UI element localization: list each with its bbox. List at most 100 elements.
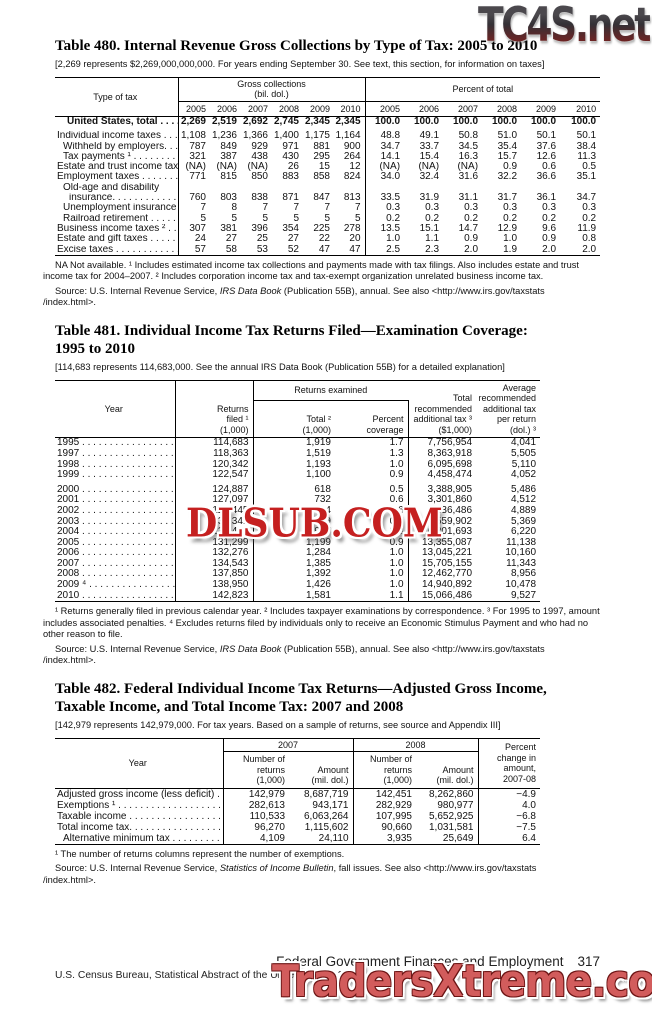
- cell-value: (NA): [185, 162, 206, 173]
- cell-value: 1.0: [335, 569, 409, 581]
- cell-value: 744: [314, 505, 331, 516]
- source-text: , fall issues. See also <http://www.irs.…: [43, 863, 537, 885]
- cell-value: 2.0: [542, 244, 557, 255]
- year-header: 2009: [536, 103, 557, 114]
- row-label: Railroad retirement: [55, 213, 179, 224]
- row-label: Estate and gift taxes: [55, 234, 179, 245]
- cell-value: 0.6: [335, 505, 409, 517]
- cell-value: (NA): [247, 162, 268, 173]
- cell-value: 33.7: [419, 141, 440, 152]
- cell-value: 787: [189, 141, 206, 152]
- cell-value: 1.3: [335, 448, 409, 460]
- row-label: Employment taxes: [55, 172, 179, 183]
- cell-value: 0.7: [335, 516, 409, 528]
- cell-value: 929: [251, 141, 268, 152]
- cell-value: 7: [334, 203, 366, 214]
- column-header-year: Year: [55, 380, 176, 438]
- cell-value: [241, 183, 272, 193]
- table-row: Unemployment insurance7877770.30.30.30.3…: [55, 203, 600, 214]
- cell-value: 12: [334, 162, 366, 173]
- table-481: Year Returns filed ¹ (1,000) Returns exa…: [55, 379, 541, 603]
- year-header: 2010: [334, 101, 366, 117]
- table-row: 1999122,547 1,100 0.9 4,458,474 4,052: [55, 470, 540, 481]
- row-label: 2006: [55, 548, 176, 559]
- cell-value: 13.5: [380, 223, 401, 234]
- cell-value: 34.7: [576, 193, 597, 204]
- row-label: Total income tax.: [55, 821, 224, 833]
- cell-value: 35.4: [497, 141, 518, 152]
- cell-value: 3,301,860: [427, 495, 473, 506]
- row-label: 2000: [55, 484, 176, 496]
- cell-value: 100.0: [492, 116, 518, 127]
- cell-value: 1,392: [305, 569, 331, 580]
- table-row: Adjusted gross income (less deficit) 142,…: [55, 788, 540, 800]
- cell-value: 11,343: [506, 558, 537, 569]
- source-text: (Publication 55B), annual. See also <htt…: [43, 285, 545, 308]
- cell-value: 0.6: [335, 495, 409, 506]
- cell-value: 13,045,221: [421, 548, 473, 559]
- cell-value: 732: [314, 495, 331, 506]
- source-publication: Statistics of Income Bulletin: [219, 863, 334, 874]
- column-header-examined-total: Total ² (1,000): [302, 414, 331, 435]
- cell-value: 1,115,602: [289, 821, 354, 833]
- cell-value: 2,692: [242, 116, 268, 127]
- cell-value: 1.0: [386, 234, 401, 245]
- cell-value: 0.9: [335, 537, 409, 549]
- row-label: 2001: [55, 495, 176, 506]
- cell-value: 8,262,860: [416, 788, 479, 800]
- row-label: [55, 480, 176, 485]
- cell-value: 31.6: [458, 172, 479, 183]
- column-header-amount-2008: Amount (mil. dol.): [416, 751, 479, 789]
- cell-value: 137,850: [175, 569, 254, 581]
- cell-value: 1,366: [242, 131, 268, 142]
- column-header-year: Year: [55, 738, 224, 789]
- source-publication: IRS Data Book: [219, 643, 282, 654]
- cell-value: 9,527: [510, 590, 537, 601]
- cell-value: 943,171: [289, 799, 354, 811]
- cell-value: 850: [251, 172, 268, 183]
- cell-value: 618: [314, 484, 331, 495]
- cell-value: 0.9: [335, 470, 409, 481]
- row-label: Exemptions ¹: [55, 799, 224, 811]
- page-footer: Federal Government Finances and Employme…: [43, 954, 600, 969]
- cell-value: 11.3: [577, 151, 597, 162]
- table-row: Exemptions ¹ 282,613 943,171 282,929 980,977…: [55, 799, 540, 811]
- cell-value: [334, 127, 366, 132]
- cell-value: 900: [334, 141, 366, 152]
- column-header-number-of-returns-2007: Number of returns (1,000): [242, 754, 285, 786]
- cell-value: 57: [194, 244, 206, 255]
- row-label: 2003: [55, 516, 176, 528]
- cell-value: 815: [220, 172, 237, 183]
- cell-value: 282,929: [375, 799, 412, 811]
- cell-value: 1,400: [273, 131, 299, 142]
- cell-value: [210, 183, 241, 193]
- cell-value: 5,652,925: [416, 810, 479, 822]
- table-481-source: Source: U.S. Internal Revenue Service, I…: [43, 644, 609, 667]
- cell-value: 131,299: [175, 537, 254, 549]
- cell-value: 771: [189, 172, 206, 183]
- column-header-total-recommended-tax: Total recommended additional tax ³ ($1,0…: [413, 393, 473, 435]
- cell-value: 4,458,474: [427, 470, 473, 481]
- year-header: 2007: [458, 103, 479, 114]
- cell-value: 22: [318, 234, 330, 245]
- cell-value: 2,745: [273, 116, 299, 127]
- cell-value: 25: [256, 234, 268, 245]
- column-group-gross-collections: Gross collections (bil. dol.): [178, 77, 366, 102]
- year-header: 2007: [247, 103, 268, 114]
- cell-value: 438: [251, 151, 268, 162]
- cell-value: 50.1: [536, 131, 557, 142]
- cell-value: 10,478: [505, 580, 537, 591]
- table-482: Year 2007 2008 Percent change in amount,…: [55, 737, 540, 845]
- cell-value: [335, 480, 409, 485]
- cell-value: 36.6: [536, 172, 557, 183]
- cell-value: 130,440: [175, 527, 254, 538]
- cell-value: 27: [287, 234, 299, 245]
- cell-value: 0.2: [542, 213, 557, 224]
- cell-value: 387: [220, 151, 237, 162]
- cell-value: 2,345: [334, 116, 366, 128]
- table-row: 1995114,683 1,919 1.7 7,756,954 4,041: [55, 437, 540, 449]
- cell-value: 396: [251, 223, 268, 234]
- cell-value: 15.7: [497, 151, 518, 162]
- table-482-title: Table 482. Federal Individual Income Tax…: [55, 680, 547, 716]
